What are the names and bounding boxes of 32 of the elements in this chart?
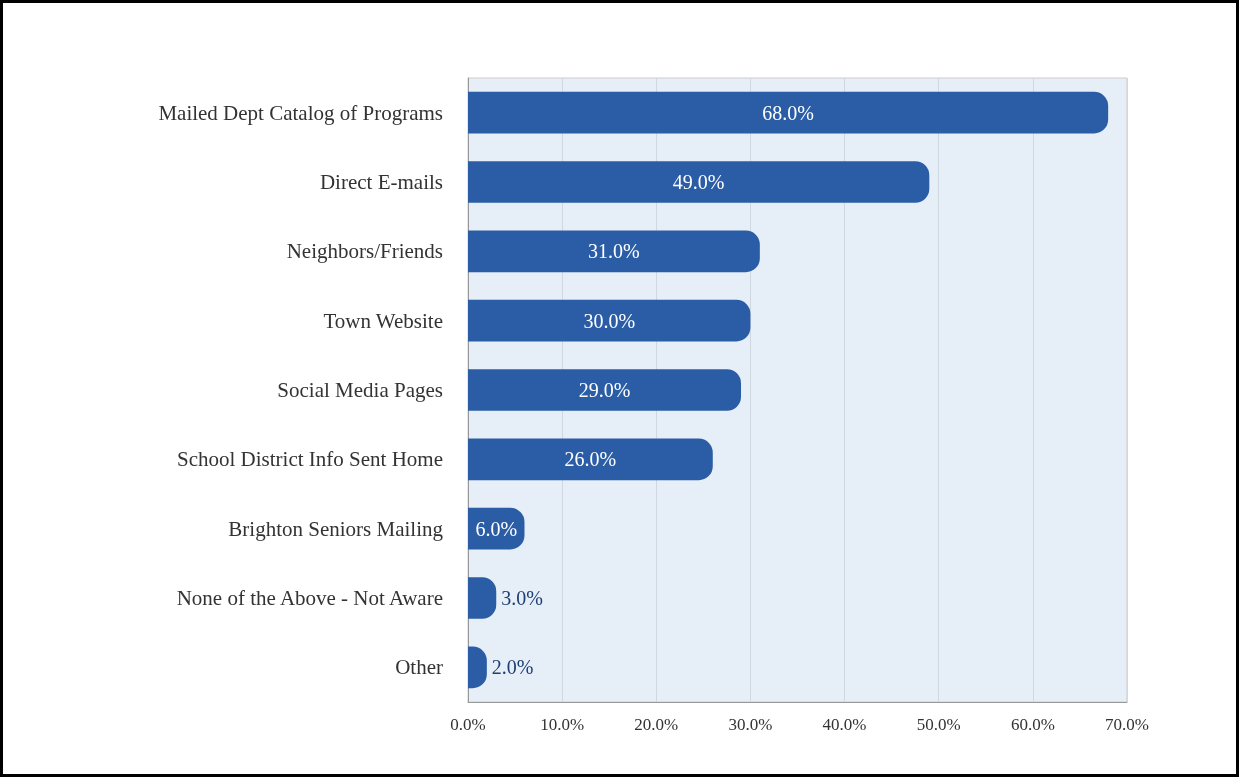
data-label: 3.0%: [501, 587, 543, 609]
data-label: 6.0%: [475, 517, 518, 540]
x-tick-label: 40.0%: [822, 715, 867, 734]
y-tick-label: Brighton Seniors Mailing: [228, 516, 444, 541]
data-label: 29.0%: [578, 379, 631, 401]
bar: [468, 230, 760, 273]
data-label: 68.0%: [762, 101, 814, 124]
data-label: 49.0%: [672, 171, 725, 193]
y-tick-label: Mailed Dept Catalog of Programs: [158, 100, 443, 125]
y-tick-label: Neighbors/Friends: [286, 239, 443, 264]
x-tick-label: 0.0%: [450, 715, 486, 734]
y-tick-label: Other: [395, 655, 443, 680]
bar: [468, 369, 742, 411]
y-tick-label: Social Media Pages: [277, 378, 443, 402]
x-tick-label: 20.0%: [634, 715, 679, 734]
x-tick-label: 70.0%: [1105, 715, 1149, 734]
y-tick-label: None of the Above - Not Aware: [176, 586, 443, 610]
x-tick-label: 30.0%: [728, 715, 773, 734]
x-tick-label: 60.0%: [1010, 715, 1055, 734]
data-label: 31.0%: [588, 240, 640, 263]
x-tick-label: 10.0%: [540, 715, 585, 734]
y-tick-label: Town Website: [323, 308, 443, 333]
bar: [468, 438, 713, 481]
bar: [468, 91, 1109, 134]
y-tick-label: Direct E-mails: [319, 170, 443, 194]
data-label: 26.0%: [564, 448, 617, 471]
x-tick-label: 50.0%: [916, 715, 961, 734]
bar: [468, 299, 751, 342]
y-tick-label: School District Info Sent Home: [177, 447, 443, 472]
data-label: 30.0%: [583, 309, 636, 332]
bar: [468, 161, 930, 203]
data-label: 2.0%: [491, 656, 534, 679]
